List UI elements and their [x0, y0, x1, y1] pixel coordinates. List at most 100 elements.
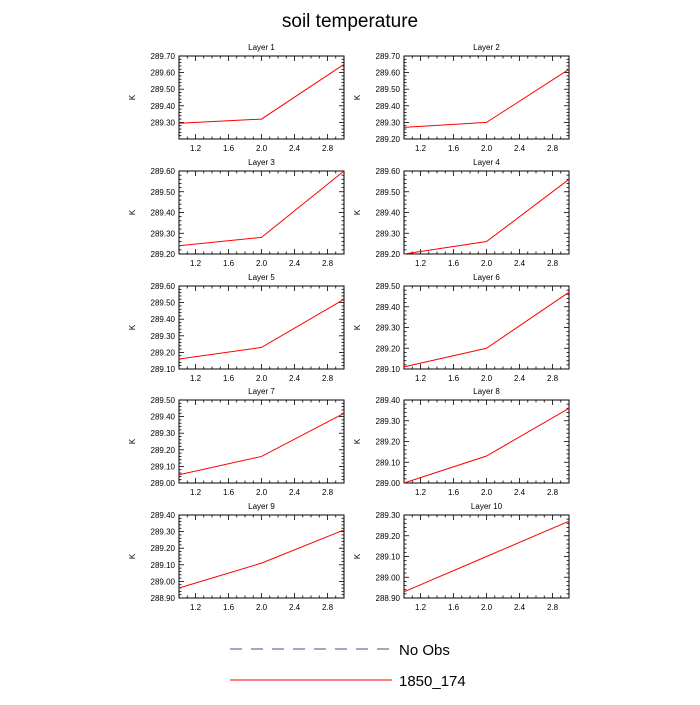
panel-2-y-tick-label: 289.60 — [376, 69, 401, 78]
panel-1-y-tick-label: 289.70 — [151, 52, 176, 61]
panel-9-y-tick-label: 288.90 — [151, 594, 176, 603]
panel-3-y-tick-label: 289.40 — [151, 209, 176, 218]
panel-2-x-tick-label: 2.4 — [514, 144, 526, 153]
panel-1-y-tick-label: 289.60 — [151, 69, 176, 78]
panel-7-y-tick-label: 289.20 — [151, 446, 176, 455]
panel-6-y-tick-label: 289.40 — [376, 303, 401, 312]
panel-6-x-tick-label: 2.4 — [514, 374, 526, 383]
panel-9-frame — [178, 514, 345, 599]
panel-4-x-tick-label: 1.6 — [448, 259, 460, 268]
panel-4-x-tick-label: 2.8 — [547, 259, 559, 268]
panel-5-series-line — [178, 298, 345, 360]
panel-5-y-tick-label: 289.50 — [151, 299, 176, 308]
panel-8-x-tick-label: 2.8 — [547, 488, 559, 497]
panel-9-x-tick-label: 2.0 — [256, 603, 268, 612]
panel-3: Layer 3 1.2 1.6 2.0 2.4 2.8 289.20 289.30 289.40… — [128, 158, 345, 268]
panel-6-y-tick-label: 289.30 — [376, 324, 401, 333]
panel-2-y-tick-label: 289.50 — [376, 85, 401, 94]
panel-2-y-axis-label: K — [353, 94, 362, 100]
panel-4-title: Layer 4 — [473, 158, 500, 167]
panel-3-title: Layer 3 — [248, 158, 275, 167]
panel-5: Layer 5 1.2 1.6 2.0 2.4 2.8 289.10 289.20 289.30… — [128, 273, 345, 383]
panel-7-y-tick-label: 289.10 — [151, 462, 176, 471]
panel-4-series-line — [403, 178, 570, 255]
panel-7-x-tick-label: 1.6 — [223, 488, 235, 497]
panel-6: Layer 6 1.2 1.6 2.0 2.4 2.8 289.10 289.20 289.30… — [353, 273, 570, 383]
panel-8-title: Layer 8 — [473, 387, 500, 396]
panel-1-title: Layer 1 — [248, 43, 275, 52]
panel-7-y-tick-label: 289.40 — [151, 413, 176, 422]
figure-title: soil temperature — [282, 11, 418, 32]
panel-4-y-tick-label: 289.40 — [376, 209, 401, 218]
panel-4-x-tick-label: 2.0 — [481, 259, 493, 268]
panel-9-y-tick-label: 289.40 — [151, 511, 176, 520]
panel-5-x-tick-label: 1.2 — [190, 374, 202, 383]
panel-10-x-tick-label: 1.2 — [415, 603, 427, 612]
panel-4-y-axis-label: K — [353, 209, 362, 215]
panel-10: Layer 10 1.2 1.6 2.0 2.4 2.8 288.90 289.00 289.1… — [353, 502, 570, 612]
panel-1-x-tick-label: 2.8 — [322, 144, 334, 153]
panel-1: Layer 1 1.2 1.6 2.0 2.4 2.8 289.30 289.40 289.50… — [128, 43, 345, 153]
panel-6-x-tick-label: 1.2 — [415, 374, 427, 383]
panel-2: Layer 2 1.2 1.6 2.0 2.4 2.8 289.20 289.30 289.40… — [353, 43, 570, 153]
panel-9-y-tick-label: 289.00 — [151, 577, 176, 586]
panel-1-y-tick-label: 289.50 — [151, 85, 176, 94]
panel-6-x-tick-label: 2.8 — [547, 374, 559, 383]
panel-6-series-line — [403, 291, 570, 368]
panel-9-x-tick-label: 1.2 — [190, 603, 202, 612]
panel-6-y-tick-label: 289.20 — [376, 344, 401, 353]
panel-3-x-tick-label: 1.2 — [190, 259, 202, 268]
panel-8-y-tick-label: 289.30 — [376, 417, 401, 426]
legend-label-1850-174: 1850_174 — [399, 673, 466, 690]
panel-9-x-tick-label: 2.8 — [322, 603, 334, 612]
panel-3-x-tick-label: 2.4 — [289, 259, 301, 268]
panel-2-y-tick-label: 289.40 — [376, 102, 401, 111]
panel-5-y-axis-label: K — [128, 324, 137, 330]
panel-2-series-line — [403, 68, 570, 128]
panel-5-y-tick-label: 289.30 — [151, 332, 176, 341]
panel-5-x-tick-label: 2.4 — [289, 374, 301, 383]
panel-8-frame — [403, 399, 570, 484]
panel-3-y-tick-label: 289.50 — [151, 188, 176, 197]
panel-1-x-tick-label: 1.2 — [190, 144, 202, 153]
panel-10-y-tick-label: 289.20 — [376, 532, 401, 541]
panel-8-y-tick-label: 289.20 — [376, 438, 401, 447]
panel-1-x-tick-label: 2.0 — [256, 144, 268, 153]
panel-10-y-tick-label: 289.30 — [376, 511, 401, 520]
panel-8-y-tick-label: 289.00 — [376, 479, 401, 488]
panel-4: Layer 4 1.2 1.6 2.0 2.4 2.8 289.20 289.30 289.40… — [353, 158, 570, 268]
panel-3-x-tick-label: 2.8 — [322, 259, 334, 268]
panel-3-y-axis-label: K — [128, 209, 137, 215]
panel-5-y-tick-label: 289.40 — [151, 315, 176, 324]
panel-10-series-line — [403, 520, 570, 593]
panel-6-x-tick-label: 1.6 — [448, 374, 460, 383]
panel-7-x-tick-label: 2.8 — [322, 488, 334, 497]
panel-8-y-tick-label: 289.40 — [376, 396, 401, 405]
panel-3-y-tick-label: 289.20 — [151, 250, 176, 259]
panel-8-x-tick-label: 1.6 — [448, 488, 460, 497]
panel-7-x-tick-label: 1.2 — [190, 488, 202, 497]
panel-grid: Layer 1 1.2 1.6 2.0 2.4 2.8 289.30 289.40 289.50… — [128, 43, 570, 612]
panel-8-y-axis-label: K — [353, 438, 362, 444]
panel-2-x-tick-label: 1.6 — [448, 144, 460, 153]
panel-10-x-tick-label: 2.8 — [547, 603, 559, 612]
panel-4-y-tick-label: 289.60 — [376, 167, 401, 176]
panel-10-title: Layer 10 — [471, 502, 503, 511]
panel-10-x-tick-label: 1.6 — [448, 603, 460, 612]
panel-9-y-tick-label: 289.10 — [151, 561, 176, 570]
panel-6-y-tick-label: 289.50 — [376, 282, 401, 291]
panel-5-title: Layer 5 — [248, 273, 275, 282]
panel-7-title: Layer 7 — [248, 387, 275, 396]
panel-2-x-tick-label: 2.0 — [481, 144, 493, 153]
panel-7-x-tick-label: 2.4 — [289, 488, 301, 497]
panel-9: Layer 9 1.2 1.6 2.0 2.4 2.8 288.90 289.00 289.10… — [128, 502, 345, 612]
panel-8-series-line — [403, 407, 570, 484]
panel-8-y-tick-label: 289.10 — [376, 458, 401, 467]
panel-10-y-tick-label: 289.00 — [376, 573, 401, 582]
panel-7-x-tick-label: 2.0 — [256, 488, 268, 497]
panel-1-x-tick-label: 2.4 — [289, 144, 301, 153]
panel-3-x-tick-label: 1.6 — [223, 259, 235, 268]
panel-3-x-tick-label: 2.0 — [256, 259, 268, 268]
panel-3-y-tick-label: 289.30 — [151, 229, 176, 238]
